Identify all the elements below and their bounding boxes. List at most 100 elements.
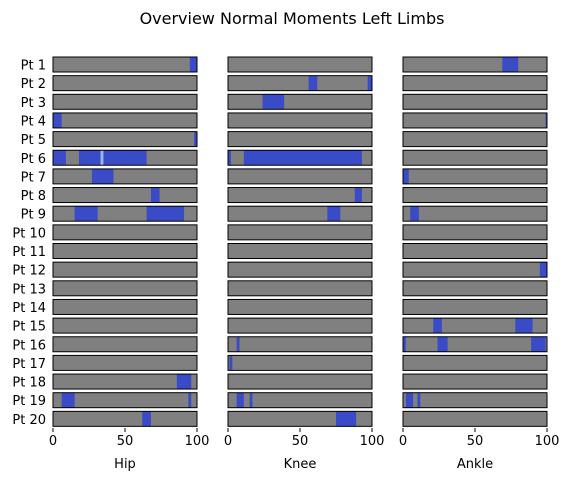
highlight-segment xyxy=(74,206,98,222)
x-tick-label: 50 xyxy=(117,434,134,449)
row-bar-border xyxy=(227,410,373,427)
highlight-segment xyxy=(405,392,414,408)
highlight-segment xyxy=(243,150,362,166)
row-bar-border xyxy=(402,131,548,148)
row-label: Pt 16 xyxy=(12,338,46,353)
row-bar-border xyxy=(227,205,373,222)
row-bar-border xyxy=(402,149,548,166)
row-bar-background xyxy=(403,280,547,296)
row-bar-background xyxy=(53,392,197,408)
row-label: Pt 2 xyxy=(21,77,46,92)
row-bar-border xyxy=(227,224,373,241)
row-label: Pt 1 xyxy=(21,59,46,74)
row-bar-background xyxy=(53,94,197,110)
highlight-segment xyxy=(545,112,547,128)
row-bar-border xyxy=(227,354,373,371)
x-tick-label: 50 xyxy=(292,434,309,449)
row-bar-background xyxy=(228,280,372,296)
row-bar-border xyxy=(52,112,198,129)
row-bar-border xyxy=(227,131,373,148)
highlight-segment xyxy=(189,57,197,72)
row-bar-border xyxy=(227,93,373,110)
row-bar-background xyxy=(228,131,372,147)
row-label: Pt 7 xyxy=(21,170,46,185)
row-bar-border xyxy=(402,56,548,73)
row-bar-background xyxy=(53,262,197,278)
row-bar-border xyxy=(52,261,198,278)
row-bar-background xyxy=(403,168,547,184)
row-bar-border xyxy=(52,187,198,204)
row-label: Pt 14 xyxy=(12,301,46,316)
row-bar-background xyxy=(403,57,547,72)
row-bar-border xyxy=(402,317,548,334)
row-bar-border xyxy=(52,168,198,185)
highlight-segment xyxy=(53,150,66,166)
row-bar-background xyxy=(228,206,372,222)
row-bar-background xyxy=(403,131,547,147)
row-label: Pt 10 xyxy=(12,226,46,241)
row-label: Pt 9 xyxy=(21,208,46,223)
row-bar-background xyxy=(403,112,547,128)
row-bar-background xyxy=(403,411,547,427)
row-bar-border xyxy=(52,317,198,334)
row-bar-border xyxy=(402,261,548,278)
x-tick-label: 100 xyxy=(535,434,560,449)
row-label: Pt 13 xyxy=(12,282,46,297)
row-bar-border xyxy=(227,298,373,315)
row-bar-background xyxy=(228,57,372,72)
row-bar-background xyxy=(403,94,547,110)
row-bar-border xyxy=(227,336,373,353)
highlight-segment xyxy=(354,187,362,203)
row-bar-background xyxy=(53,75,197,91)
row-bar-border xyxy=(227,56,373,73)
highlight-segment xyxy=(142,411,151,427)
highlight-segment xyxy=(236,336,240,352)
row-bar-background xyxy=(403,392,547,408)
row-bar-background xyxy=(228,75,372,91)
highlight-segment xyxy=(367,75,372,91)
row-label: Pt 5 xyxy=(21,133,46,148)
row-bar-background xyxy=(228,224,372,240)
row-bar-border xyxy=(402,243,548,259)
row-bar-border xyxy=(227,280,373,297)
panel-ankle: 0 50 100 Ankle xyxy=(399,56,560,472)
row-bar-background xyxy=(403,75,547,91)
row-bar-border xyxy=(402,410,548,427)
row-label: Pt 6 xyxy=(21,152,46,167)
row-label: Pt 19 xyxy=(12,394,46,409)
row-bar-background xyxy=(403,299,547,315)
row-bar-background xyxy=(228,112,372,128)
row-bar-background xyxy=(53,318,197,334)
row-bar-background xyxy=(53,280,197,296)
row-label: Pt 17 xyxy=(12,357,46,372)
row-bar-border xyxy=(402,112,548,129)
row-bar-border xyxy=(402,205,548,222)
row-bar-background xyxy=(228,94,372,110)
row-label: Pt 12 xyxy=(12,264,46,279)
x-tick-label: 100 xyxy=(185,434,210,449)
row-bar-border xyxy=(402,354,548,371)
highlight-segment xyxy=(410,206,419,222)
row-bar-border xyxy=(52,149,198,166)
highlight-segment xyxy=(228,150,231,166)
row-bar-background xyxy=(228,243,372,259)
row-bar-background xyxy=(53,112,197,128)
highlight-segment xyxy=(433,318,442,334)
row-bar-border xyxy=(402,187,548,204)
highlight-segment xyxy=(336,411,357,427)
highlight-segment xyxy=(403,336,406,352)
row-bar-border xyxy=(402,224,548,241)
row-bar-background xyxy=(228,355,372,371)
row-bar-background xyxy=(53,411,197,427)
row-bar-background xyxy=(53,243,197,259)
row-bar-border xyxy=(52,280,198,297)
row-label: Pt 3 xyxy=(21,96,46,111)
row-bar-background xyxy=(228,187,372,203)
x-tick-label: 0 xyxy=(49,434,57,449)
row-bar-background xyxy=(403,224,547,240)
highlight-segment xyxy=(194,131,197,147)
row-bar-border xyxy=(227,317,373,334)
panel-knee: 0 50 100 Knee xyxy=(224,56,384,472)
row-bar-background xyxy=(228,336,372,352)
